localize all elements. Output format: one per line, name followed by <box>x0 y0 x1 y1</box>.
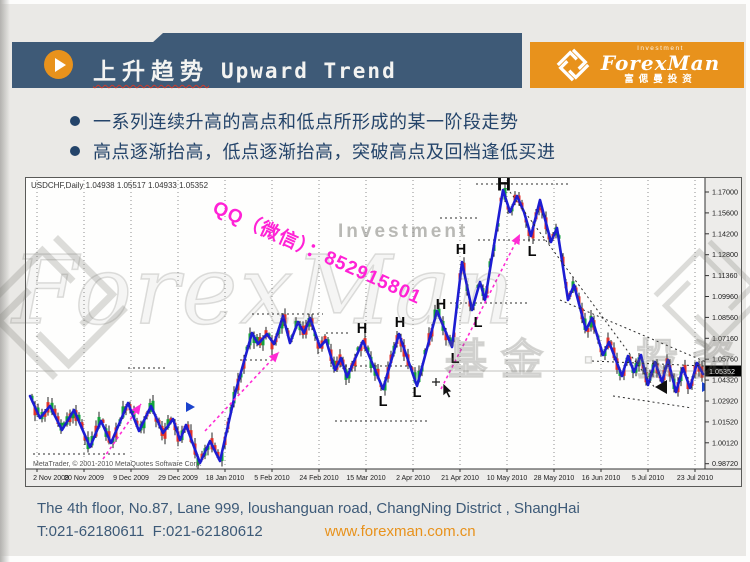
black-left-triangle <box>655 380 667 394</box>
footer-fax: F:021-62180612 <box>152 523 263 540</box>
bullet-dot <box>70 116 80 126</box>
slide-edge <box>746 0 750 562</box>
current-price-badge <box>705 365 742 377</box>
svg-text:24 Feb 2010: 24 Feb 2010 <box>299 475 338 482</box>
svg-text:2 Nov 2009: 2 Nov 2009 <box>33 475 69 482</box>
price-chart: H H H H H L L L L L 1.17000 1.15600 1.14200 1.12800 1.… <box>25 173 742 487</box>
footer-contacts: T:021-62180611 F:021-62180612 www.forexma… <box>37 523 476 540</box>
svg-text:1.02920: 1.02920 <box>712 397 738 406</box>
logo-investment: Investment <box>637 44 684 52</box>
svg-text:5 Jul 2010: 5 Jul 2010 <box>632 475 664 482</box>
svg-text:1.11360: 1.11360 <box>712 271 737 280</box>
svg-text:L: L <box>413 385 422 401</box>
forexman-logo: Investment ForexMan 富偲曼投资 <box>530 42 744 88</box>
svg-text:H: H <box>436 297 446 313</box>
header-bar <box>12 42 522 88</box>
candlestick-chart-svg: H HHHHLLLLL1.170001.156001.142001.128001.… <box>25 173 742 487</box>
svg-text:H: H <box>357 321 367 337</box>
chart-title: USDCHF,Daily 1.04938 1.05517 1.04933 1.0… <box>31 181 209 190</box>
play-icon <box>44 50 73 79</box>
svg-text:16 Jun 2010: 16 Jun 2010 <box>582 475 621 482</box>
svg-text:H: H <box>497 177 511 195</box>
svg-text:1.08560: 1.08560 <box>712 313 738 322</box>
svg-text:L: L <box>474 315 483 331</box>
slide-edge <box>0 0 10 562</box>
page-title: 上升趋势 Upward Trend <box>93 52 397 86</box>
svg-text:23 Jul 2010: 23 Jul 2010 <box>677 475 713 482</box>
mouse-cursor <box>432 378 453 399</box>
svg-text:H: H <box>395 315 405 331</box>
title-chinese: 上升趋势 <box>93 58 209 84</box>
header-tab <box>152 33 522 43</box>
website-link[interactable]: www.forexman.com.cn <box>324 523 476 540</box>
svg-text:0.98720: 0.98720 <box>712 459 738 468</box>
knot-logo-icon <box>556 48 590 82</box>
svg-text:1.05352: 1.05352 <box>709 367 735 376</box>
svg-text:20 Nov 2009: 20 Nov 2009 <box>64 475 104 482</box>
price-labels: 1.17000 1.15600 1.14200 1.12800 1.11360 1.099… <box>705 188 738 468</box>
bullet-dot <box>70 146 80 156</box>
logo-text: Investment ForexMan 富偲曼投资 <box>600 44 721 85</box>
chart-border <box>25 177 742 487</box>
svg-text:1.15600: 1.15600 <box>712 208 738 217</box>
footer-address: The 4th floor, No.87, Lane 999, loushang… <box>37 500 580 517</box>
svg-text:29 Dec 2009: 29 Dec 2009 <box>158 475 198 482</box>
svg-text:15 Mar 2010: 15 Mar 2010 <box>346 475 385 482</box>
bullet-text: 高点逐渐抬高，低点逐渐抬高，突破高点及回档逢低买进 <box>93 142 556 162</box>
svg-text:L: L <box>451 351 460 367</box>
svg-text:2 Apr 2010: 2 Apr 2010 <box>396 475 430 482</box>
slide-edge <box>0 0 750 4</box>
svg-text:21 Apr 2010: 21 Apr 2010 <box>441 475 479 482</box>
svg-text:1.05760: 1.05760 <box>712 355 738 364</box>
markers <box>186 378 711 412</box>
svg-text:L: L <box>379 394 388 410</box>
logo-chinese: 富偲曼投资 <box>624 74 697 85</box>
blue-right-arrow <box>186 402 195 412</box>
title-english: Upward Trend <box>221 59 397 83</box>
svg-text:H: H <box>456 242 466 258</box>
dotted-levels <box>33 183 570 455</box>
svg-text:10 May 2010: 10 May 2010 <box>487 475 528 482</box>
slide-edge <box>0 556 750 562</box>
dotted-trendlines <box>509 191 707 409</box>
svg-text:9 Dec 2009: 9 Dec 2009 <box>113 475 149 482</box>
svg-text:1.07160: 1.07160 <box>712 334 738 343</box>
svg-text:1.12800: 1.12800 <box>712 250 738 259</box>
trend-arrows <box>102 233 521 460</box>
chart-copyright: MetaTrader, © 2001-2010 MetaQuotes Softw… <box>33 460 202 468</box>
zigzag-line <box>28 188 705 465</box>
footer-phone: T:021-62180611 <box>37 523 145 540</box>
gridlines <box>36 180 696 468</box>
svg-text:1.01520: 1.01520 <box>712 417 738 426</box>
bullet-text: 一系列连续升高的高点和低点所形成的某一阶段走势 <box>93 112 519 132</box>
play-triangle <box>54 57 66 72</box>
bullet-item: 高点逐渐抬高，低点逐渐抬高，突破高点及回档逢低买进 <box>70 138 556 164</box>
svg-text:1.09960: 1.09960 <box>712 292 738 301</box>
swing-labels: H H H H H L L L L L <box>357 173 537 410</box>
svg-text:5 Feb 2010: 5 Feb 2010 <box>254 475 290 482</box>
logo-name: ForexMan <box>600 51 721 75</box>
svg-text:1.00120: 1.00120 <box>712 438 738 447</box>
svg-text:28 May 2010: 28 May 2010 <box>534 475 575 482</box>
svg-text:1.17000: 1.17000 <box>712 188 738 197</box>
svg-text:1.04320: 1.04320 <box>712 376 738 385</box>
svg-text:1.14200: 1.14200 <box>712 229 738 238</box>
svg-text:L: L <box>528 244 537 260</box>
svg-text:18 Jan 2010: 18 Jan 2010 <box>206 475 245 482</box>
bullet-item: 一系列连续升高的高点和低点所形成的某一阶段走势 <box>70 108 519 134</box>
